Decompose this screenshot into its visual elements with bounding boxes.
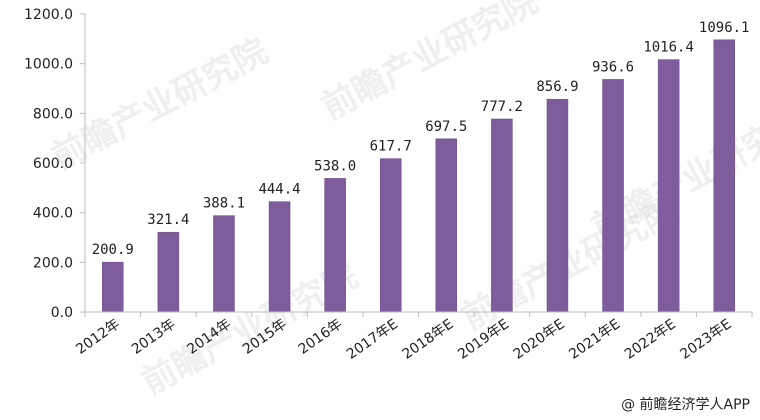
y-axis: 0.0 200.0 400.0 600.0 800.0 1000.0 1200.0 <box>24 7 86 321</box>
x-tick-label: 2017年E <box>344 316 401 363</box>
x-tick-label: 2021年E <box>566 316 623 363</box>
bar <box>268 201 291 313</box>
y-tick-label: 400.0 <box>33 206 73 222</box>
bar-value-label: 856.9 <box>536 79 578 95</box>
bars <box>102 39 735 313</box>
bar <box>213 215 235 313</box>
y-tick-label: 200.0 <box>33 255 73 271</box>
bar <box>602 79 624 313</box>
bar <box>713 39 735 313</box>
bar <box>491 118 513 313</box>
bar-value-label: 777.2 <box>481 99 523 115</box>
x-tick-label: 2012年 <box>73 316 123 358</box>
bar <box>324 178 346 313</box>
source-credit: @ 前瞻经济学人APP <box>621 397 750 413</box>
bar <box>102 261 124 313</box>
bar <box>435 138 458 313</box>
bar-value-label: 1096.1 <box>699 20 750 36</box>
x-tick-label: 2023年E <box>677 316 734 363</box>
x-tick-label: 2020年E <box>511 316 568 363</box>
y-tick-label: 600.0 <box>33 156 73 172</box>
bar-value-label: 697.5 <box>425 119 467 135</box>
bar-value-label: 321.4 <box>147 212 189 228</box>
x-tick-label: 2022年E <box>622 316 679 363</box>
bar-value-label: 444.4 <box>258 182 300 198</box>
y-tick-label: 1000.0 <box>24 57 73 73</box>
bar-value-label: 936.6 <box>592 59 634 75</box>
bar-value-label: 200.9 <box>92 242 134 258</box>
bar-value-label: 388.1 <box>203 196 245 212</box>
value-labels: 200.9 321.4 388.1 444.4 538.0 617.7 697.5 777.2… <box>92 20 750 258</box>
y-tick-label: 800.0 <box>33 106 73 122</box>
watermark-text: 前瞻产业研究院 <box>455 191 684 338</box>
y-tick-label: 1200.0 <box>24 7 73 23</box>
y-tick-label: 0.0 <box>51 305 73 321</box>
bar-value-label: 538.0 <box>314 158 356 174</box>
bar-value-label: 617.7 <box>370 139 412 155</box>
watermark-text: 前瞻产业研究院 <box>45 31 274 178</box>
bar-value-label: 1016.4 <box>643 40 694 56</box>
bar <box>379 158 402 313</box>
bar <box>657 59 680 313</box>
x-tick-label: 2018年E <box>400 316 457 363</box>
bar <box>546 98 569 313</box>
bar <box>157 231 180 313</box>
